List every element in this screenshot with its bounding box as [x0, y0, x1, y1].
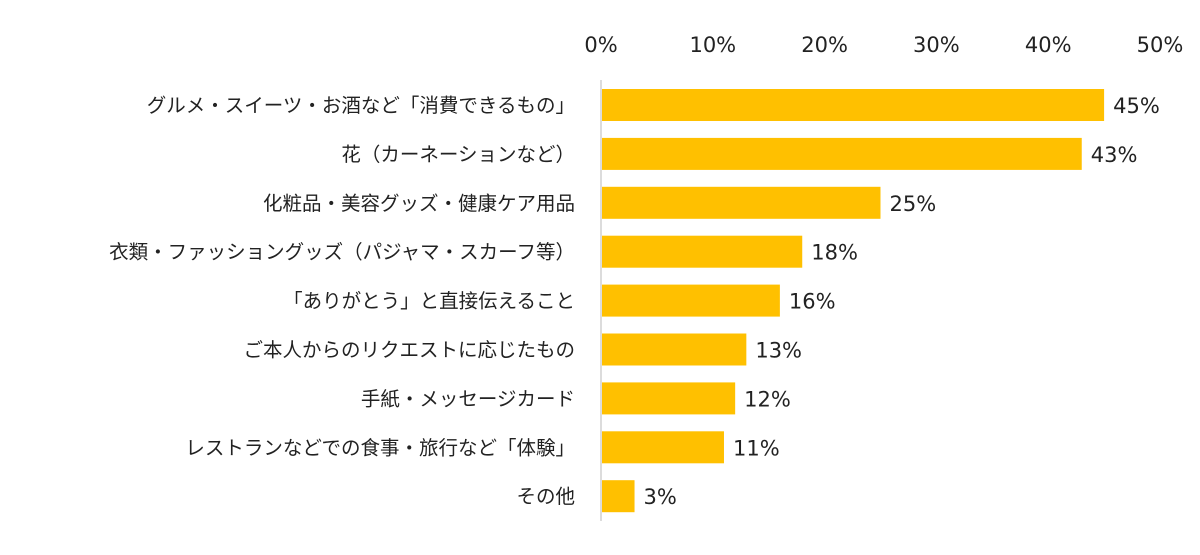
category-label: 手紙・メッセージカード — [361, 387, 575, 410]
category-label: その他 — [516, 485, 575, 508]
bar — [602, 382, 736, 415]
data-label: 12% — [744, 387, 791, 411]
bar — [602, 137, 1082, 170]
data-label: 25% — [890, 192, 937, 216]
x-tick-label: 50% — [1137, 33, 1184, 57]
category-label: レストランなどでの食事・旅行など「体験」 — [185, 436, 575, 459]
x-tick-label: 30% — [913, 33, 960, 57]
data-label: 3% — [644, 485, 677, 509]
data-label: 11% — [733, 436, 780, 460]
x-tick-label: 0% — [584, 33, 617, 57]
category-label: 「ありがとう」と直接伝えること — [283, 290, 575, 313]
x-tick-label: 40% — [1025, 33, 1072, 57]
category-label: 化粧品・美容グッズ・健康ケア用品 — [263, 192, 575, 215]
bar — [602, 89, 1105, 121]
category-label: ご本人からのリクエストに応じたもの — [243, 339, 575, 362]
bar — [602, 186, 881, 219]
bar — [602, 284, 780, 317]
data-label: 45% — [1113, 94, 1160, 118]
data-label: 43% — [1091, 143, 1138, 167]
data-label: 16% — [789, 290, 836, 314]
bar — [602, 431, 724, 464]
data-label: 13% — [755, 339, 802, 363]
bar — [602, 480, 635, 513]
bar — [602, 235, 803, 268]
category-label: 衣類・ファッショングッズ（パジャマ・スカーフ等） — [109, 241, 575, 264]
data-label: 18% — [811, 241, 858, 265]
category-label: グルメ・スイーツ・お酒など「消費できるもの」 — [147, 94, 575, 117]
x-tick-label: 10% — [689, 33, 736, 57]
x-tick-label: 20% — [801, 33, 848, 57]
bar — [602, 333, 747, 366]
category-label: 花（カーネーションなど） — [341, 143, 575, 166]
